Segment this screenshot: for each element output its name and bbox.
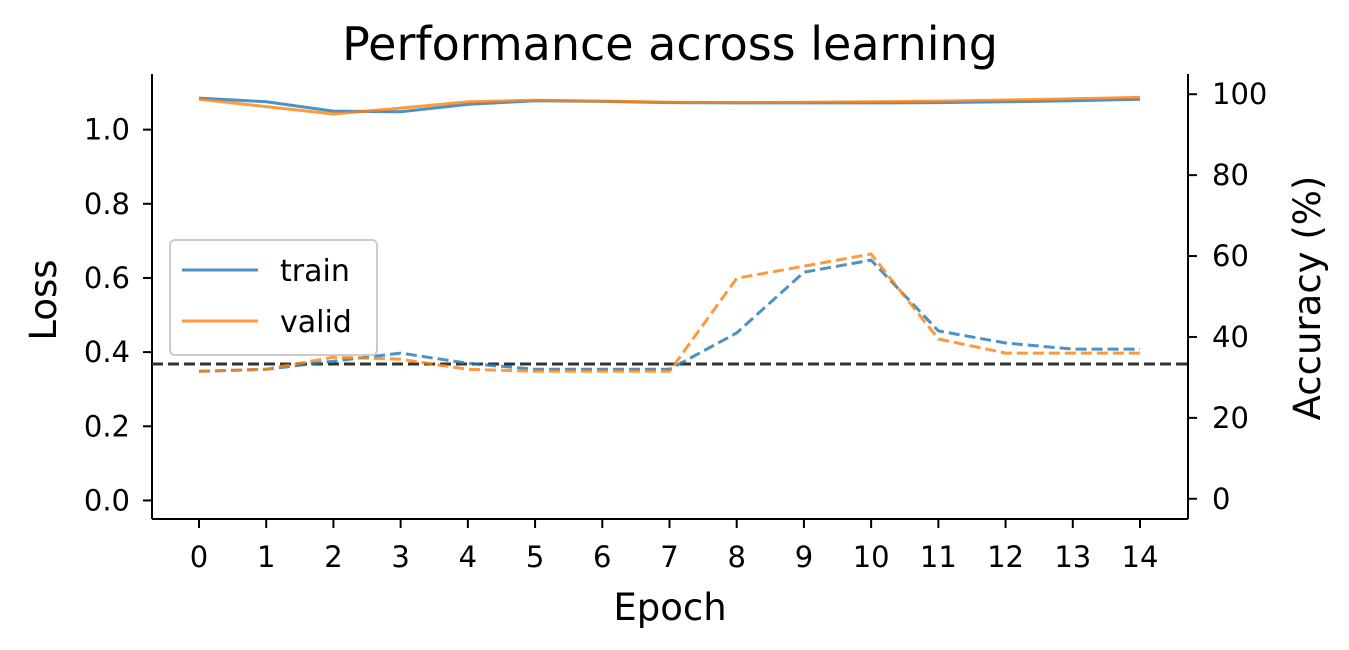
y2-tick-label: 20 xyxy=(1212,401,1249,435)
chart-title: Performance across learning xyxy=(342,17,998,71)
x-tick-label: 12 xyxy=(987,540,1024,574)
y2-tick-label: 0 xyxy=(1212,482,1230,516)
x-tick-label: 11 xyxy=(920,540,957,574)
legend-valid-label: valid xyxy=(280,305,352,340)
y2-tick-label: 100 xyxy=(1212,77,1267,111)
x-tick-label: 10 xyxy=(853,540,890,574)
y2-tick-label: 80 xyxy=(1212,158,1249,192)
x-tick-label: 4 xyxy=(459,540,477,574)
x-tick-label: 9 xyxy=(795,540,813,574)
x-tick-label: 3 xyxy=(391,540,409,574)
y-tick-label: 0.8 xyxy=(84,187,130,221)
x-tick-label: 2 xyxy=(324,540,342,574)
y2-tick-label: 40 xyxy=(1212,320,1249,354)
y2-tick-label: 60 xyxy=(1212,239,1249,273)
x-axis-label: Epoch xyxy=(613,586,726,629)
y-tick-label: 0.0 xyxy=(84,483,130,517)
y-tick-label: 0.6 xyxy=(84,261,130,295)
x-tick-label: 8 xyxy=(727,540,745,574)
legend-train-label: train xyxy=(280,254,350,289)
x-tick-label: 0 xyxy=(190,540,208,574)
x-tick-label: 5 xyxy=(526,540,544,574)
x-tick-label: 14 xyxy=(1122,540,1159,574)
x-tick-label: 6 xyxy=(593,540,611,574)
y-tick-label: 0.4 xyxy=(84,335,130,369)
y-tick-label: 0.2 xyxy=(84,409,130,443)
x-tick-label: 7 xyxy=(660,540,678,574)
plot-area: 0 1 2 3 4 5 6 7 8 9 10 11 12 13 140.00.20.40.60.81.002… xyxy=(84,74,1267,574)
loss-valid-line xyxy=(198,95,1141,116)
x-tick-label: 13 xyxy=(1054,540,1091,574)
legend: train valid xyxy=(169,239,378,356)
x-tick-label: 1 xyxy=(257,540,275,574)
y-tick-label: 1.0 xyxy=(84,113,130,147)
y2-axis-label: Accuracy (%) xyxy=(1286,176,1329,421)
accuracy-valid-line xyxy=(198,252,1140,373)
y-axis-label: Loss xyxy=(22,259,65,340)
